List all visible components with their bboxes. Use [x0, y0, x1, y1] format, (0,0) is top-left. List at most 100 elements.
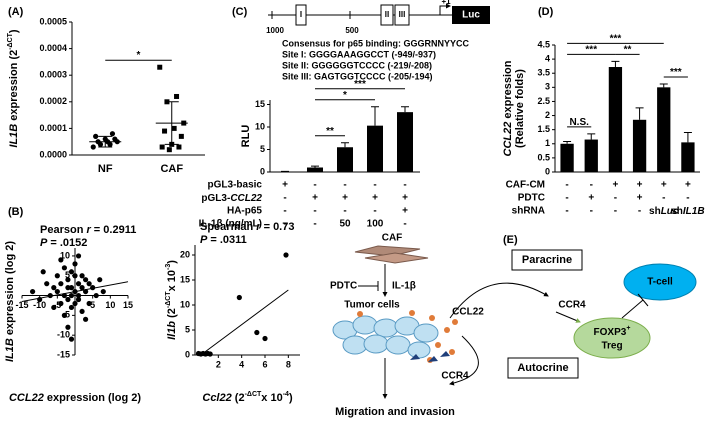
y-tick-label: 15 — [255, 99, 265, 109]
site-line: Site III: GAGTGGTCCCC (-205/-194) — [282, 71, 433, 81]
x-tick-label: NF — [98, 163, 113, 175]
reporter-box — [452, 6, 490, 24]
error-bar — [371, 106, 379, 126]
bar — [337, 147, 353, 172]
stat-label: P = .0311 — [200, 234, 247, 246]
data-point — [29, 288, 36, 295]
row-cell: - — [565, 206, 568, 217]
bar — [608, 67, 623, 172]
stat-label: Spearman r = 0.73 — [200, 221, 294, 233]
row-cell: - — [373, 206, 376, 217]
panel-label: (B) — [8, 206, 24, 218]
y-tick-label: 4 — [545, 53, 550, 63]
x-tick-label: 5 — [90, 300, 95, 310]
y-axis-label: (Relative folds) — [514, 69, 526, 148]
y-tick-label: 0.0000 — [39, 149, 67, 159]
row-label: pGL3-CCL22 — [201, 193, 262, 204]
y-tick-label: 10 — [180, 299, 190, 309]
text-part: pGL3- — [201, 193, 230, 204]
data-point — [178, 133, 184, 139]
promoter-diagram: I II III +1 Luc 1000 500 Consensus for p… — [266, 0, 490, 81]
data-point — [171, 125, 177, 131]
row-cell: - — [686, 193, 689, 204]
data-point — [174, 93, 180, 99]
text-part: = .0152 — [47, 237, 87, 249]
row-cell: - — [343, 180, 346, 191]
row-cell: + — [661, 180, 667, 191]
data-point — [207, 351, 213, 357]
y-tick-label: 15 — [180, 274, 190, 284]
panel-label: (A) — [8, 6, 24, 18]
tss-arrow — [439, 3, 451, 15]
x-tick-label: CAF — [160, 163, 183, 175]
data-point — [58, 300, 64, 307]
row-cell: + — [402, 206, 408, 217]
error-bar — [683, 131, 692, 143]
row-cell: + — [637, 193, 643, 204]
text-part: expression (2 — [8, 50, 20, 124]
row-cell: shIL1B — [671, 206, 704, 217]
data-point — [86, 281, 92, 287]
pdtc-label: PDTC — [330, 281, 357, 292]
text-part: Il1b — [166, 321, 178, 340]
position-label: 500 — [345, 26, 359, 35]
data-point — [68, 269, 75, 275]
data-point — [93, 292, 99, 299]
error-bar — [401, 106, 409, 113]
text-part: CCL22 — [502, 122, 514, 157]
error-bar — [587, 133, 596, 140]
error-bar — [341, 142, 349, 148]
text-part: r — [86, 224, 91, 236]
data-point — [166, 147, 172, 153]
significance-label: N.S. — [569, 117, 589, 128]
bar — [397, 112, 413, 172]
data-point — [97, 277, 103, 283]
y-tick-label: 3 — [545, 82, 550, 92]
il1b-label: IL-1β — [392, 281, 416, 292]
text-part: r — [256, 221, 261, 233]
inhibition — [621, 299, 644, 319]
data-point — [72, 261, 78, 267]
text-part: + — [626, 325, 630, 332]
error-bar — [164, 101, 179, 145]
y-tick-label: -10 — [57, 330, 70, 340]
caf-cell — [354, 245, 421, 257]
data-point — [51, 304, 57, 311]
text-part: sh — [671, 206, 683, 217]
error-bar — [563, 141, 572, 144]
text-part: Pearson — [40, 224, 86, 236]
t-cell — [623, 263, 697, 301]
row-cell: 100 — [367, 219, 384, 230]
data-point — [75, 292, 82, 299]
migration-label: Migration and invasion — [335, 406, 455, 418]
data-point — [83, 316, 89, 322]
row-cell: - — [343, 206, 346, 217]
reporter-label: Luc — [462, 10, 480, 21]
row-label: IL-1β (ng/mL) — [199, 219, 262, 230]
data-point — [109, 131, 116, 137]
row-cell: - — [313, 206, 316, 217]
data-point — [68, 292, 75, 299]
row-cell: - — [403, 180, 406, 191]
data-point — [75, 296, 82, 303]
y-tick-label: 2.5 — [537, 96, 550, 106]
row-cell: - — [283, 206, 286, 217]
data-point — [68, 304, 75, 311]
y-tick-label: 5 — [260, 144, 265, 154]
y-tick-label: 2 — [545, 110, 550, 120]
bar — [657, 87, 671, 172]
significance-label: * — [137, 50, 141, 61]
significance-label: *** — [585, 44, 597, 55]
y-tick-label: 0.0003 — [39, 70, 67, 80]
fit-line — [200, 289, 289, 356]
error-bar — [635, 107, 644, 120]
row-cell: - — [565, 180, 568, 191]
x-tick-label: 2 — [216, 359, 221, 369]
data-point — [58, 257, 64, 263]
data-point — [65, 296, 71, 303]
text-part: -ΔCT — [7, 32, 14, 49]
bar — [367, 125, 383, 172]
text-part: -3 — [165, 264, 172, 270]
y-axis-label: IL1B expression (log 2) — [4, 241, 16, 362]
